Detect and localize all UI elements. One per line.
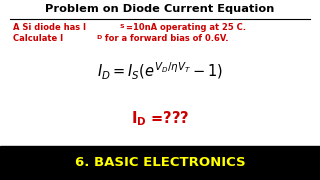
Text: A Si diode has I: A Si diode has I bbox=[13, 22, 86, 32]
Text: $\mathbf{I_D}$ =???: $\mathbf{I_D}$ =??? bbox=[131, 110, 189, 129]
Text: S: S bbox=[120, 24, 124, 29]
Bar bbox=[0, 146, 320, 180]
Text: for a forward bias of 0.6V.: for a forward bias of 0.6V. bbox=[102, 34, 228, 43]
Text: D: D bbox=[97, 35, 102, 40]
Text: $I_D = I_S \left( e^{V_D/\eta V_T} - 1 \right)$: $I_D = I_S \left( e^{V_D/\eta V_T} - 1 \… bbox=[97, 61, 223, 82]
Text: Problem on Diode Current Equation: Problem on Diode Current Equation bbox=[45, 4, 275, 15]
Text: 6. BASIC ELECTRONICS: 6. BASIC ELECTRONICS bbox=[75, 156, 245, 169]
Text: Calculate I: Calculate I bbox=[13, 34, 63, 43]
Text: =10nA operating at 25 C.: =10nA operating at 25 C. bbox=[126, 22, 246, 32]
